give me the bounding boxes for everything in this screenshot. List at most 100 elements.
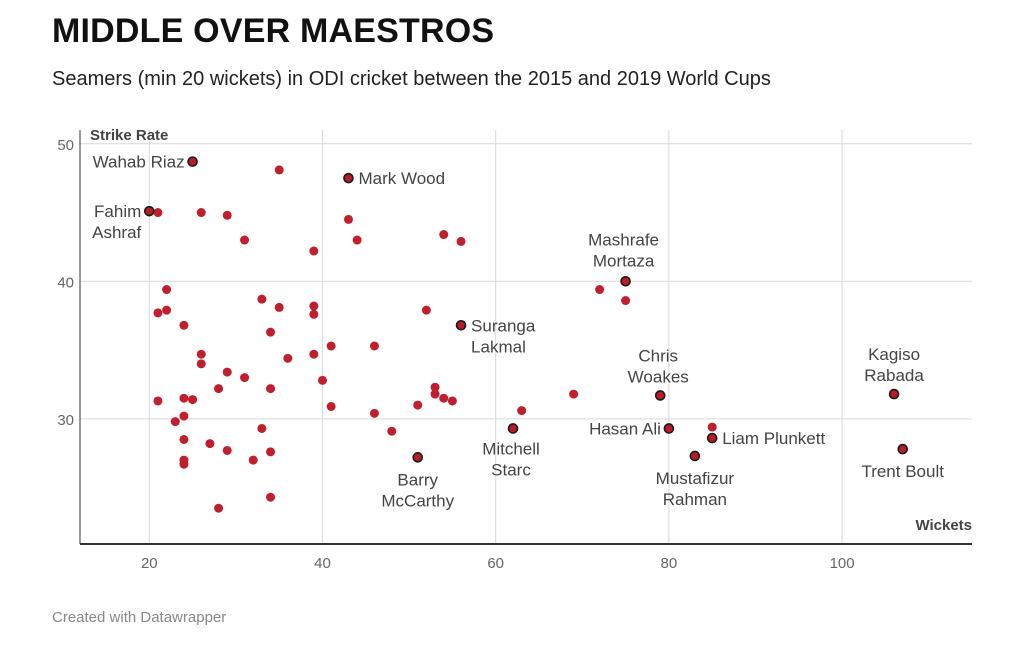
data-point xyxy=(205,439,215,449)
data-point xyxy=(179,411,189,421)
point-label-line: Barry xyxy=(397,470,438,489)
data-point xyxy=(248,455,258,465)
axes: 30 40 50 20 40 60 80 100 Strike Rate Wickets xyxy=(57,127,972,572)
highlighted-point xyxy=(507,423,519,434)
y-tick-label: 30 xyxy=(57,412,74,429)
highlighted-point xyxy=(455,320,467,331)
data-point xyxy=(240,235,250,245)
point-label-line: Kagiso xyxy=(868,345,920,364)
point-label: Suranga Lakmal xyxy=(471,316,536,356)
point-label-line: Mustafizur xyxy=(656,469,735,488)
point-label: Wahab Riaz xyxy=(93,153,185,172)
point-label: Mark Wood xyxy=(358,169,445,188)
data-point xyxy=(196,208,206,218)
data-point xyxy=(326,341,336,351)
data-point xyxy=(153,208,163,218)
data-point xyxy=(309,301,319,311)
data-point xyxy=(309,349,319,359)
data-point xyxy=(439,393,449,403)
point-label: Kagiso Rabada xyxy=(864,345,924,385)
chart-subtitle: Seamers (min 20 wickets) in ODI cricket … xyxy=(52,68,771,90)
data-point xyxy=(257,294,267,304)
data-point xyxy=(309,309,319,319)
data-point xyxy=(266,384,276,394)
data-point xyxy=(707,422,717,432)
y-tick-label: 50 xyxy=(57,137,74,154)
x-tick-label: 60 xyxy=(487,555,504,572)
point-label-line: Suranga xyxy=(471,316,536,335)
data-point xyxy=(214,503,224,513)
point-label: Fahim Ashraf xyxy=(92,202,141,242)
data-point xyxy=(283,353,293,363)
point-label-line: Lakmal xyxy=(471,337,526,356)
point-label-line: Starc xyxy=(491,460,531,479)
data-point xyxy=(569,389,579,399)
grid xyxy=(80,130,972,544)
highlighted-point xyxy=(412,452,424,463)
highlighted-point xyxy=(654,390,666,401)
data-point xyxy=(162,305,172,315)
data-point xyxy=(153,396,163,406)
data-point xyxy=(240,373,250,383)
data-point xyxy=(266,492,276,502)
point-label: Mustafizur Rahman xyxy=(656,469,735,509)
highlighted-point xyxy=(143,205,155,217)
highlighted-points xyxy=(143,156,909,463)
data-point xyxy=(421,305,431,315)
point-label-line: Woakes xyxy=(628,367,689,386)
data-point xyxy=(274,165,284,175)
points xyxy=(153,165,717,513)
data-point xyxy=(413,400,423,410)
data-point xyxy=(153,308,163,318)
point-label: Liam Plunkett xyxy=(722,429,825,448)
point-label: Trent Boult xyxy=(861,462,944,481)
data-point xyxy=(456,236,466,246)
data-point xyxy=(170,417,180,427)
data-point xyxy=(447,396,457,406)
point-label-line: Mitchell xyxy=(482,439,540,458)
data-point xyxy=(595,285,605,295)
data-point xyxy=(621,296,631,306)
point-label: Hasan Ali xyxy=(589,419,661,438)
highlighted-point xyxy=(343,172,354,184)
highlighted-point xyxy=(706,432,718,444)
data-point xyxy=(266,327,276,337)
data-point xyxy=(369,408,379,418)
chart-title: MIDDLE OVER MAESTROS xyxy=(52,12,495,50)
highlighted-point xyxy=(888,388,900,400)
highlighted-point xyxy=(897,443,909,455)
x-tick-label: 100 xyxy=(830,555,855,572)
highlighted-point xyxy=(187,156,198,167)
point-label: Mashrafe Mortaza xyxy=(588,230,659,270)
highlighted-point xyxy=(620,275,631,287)
point-label-line: Ashraf xyxy=(92,223,141,242)
data-point xyxy=(222,367,232,377)
data-point xyxy=(387,426,397,436)
data-point xyxy=(179,393,189,403)
annotations: Wahab Riaz Mark Wood Fahim Ashraf Mashrafe Mo… xyxy=(92,153,944,511)
x-tick-label: 40 xyxy=(314,555,331,572)
highlighted-point xyxy=(663,423,675,434)
data-point xyxy=(196,349,206,359)
point-label-line: Fahim xyxy=(94,202,141,221)
data-point xyxy=(369,341,379,351)
data-point xyxy=(188,395,198,405)
point-label: Barry McCarthy xyxy=(381,470,454,510)
data-point xyxy=(257,423,267,433)
data-point xyxy=(343,214,353,224)
highlighted-point xyxy=(689,450,701,462)
point-label: Chris Woakes xyxy=(628,346,689,386)
x-tick-label: 20 xyxy=(141,555,158,572)
data-point xyxy=(179,320,189,330)
data-point xyxy=(179,434,189,444)
point-label-line: McCarthy xyxy=(381,491,454,510)
point-label-line: Mortaza xyxy=(593,251,655,270)
data-point xyxy=(266,447,276,457)
data-point xyxy=(162,285,172,295)
y-axis-title: Strike Rate xyxy=(90,127,168,144)
data-point xyxy=(326,401,336,411)
data-point xyxy=(222,210,232,220)
data-point xyxy=(309,246,319,256)
point-label-line: Mashrafe xyxy=(588,230,659,249)
